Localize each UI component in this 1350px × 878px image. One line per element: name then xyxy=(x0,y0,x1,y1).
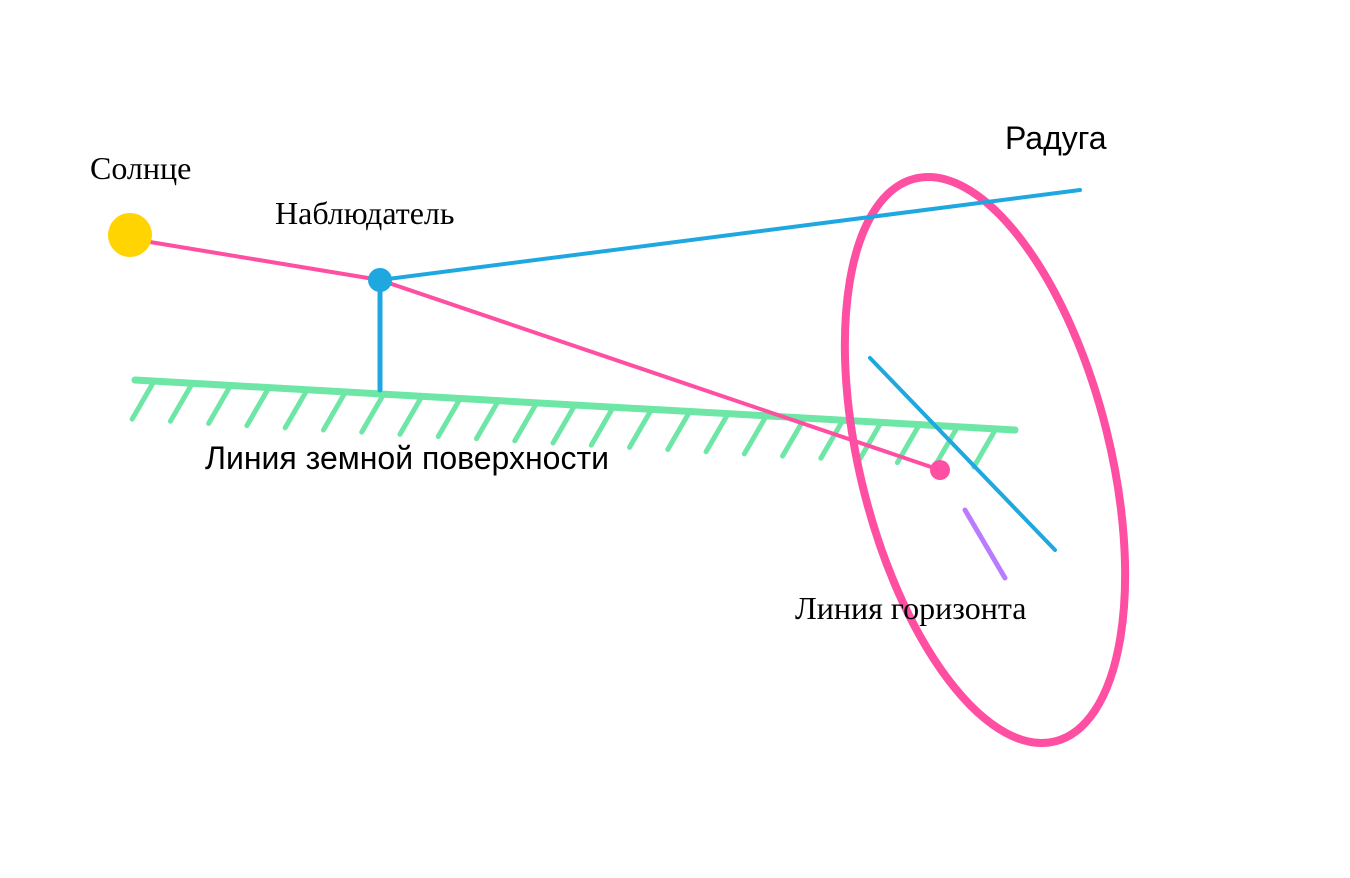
rainbow-ellipse xyxy=(794,148,1177,771)
horizon-tick-line xyxy=(965,510,1005,578)
ground-label: Линия земной поверхности xyxy=(205,440,609,477)
antisolar-dot xyxy=(930,460,950,480)
observer-to-rainbow-top-line xyxy=(380,190,1080,280)
horizon-label: Линия горизонта xyxy=(795,590,1026,627)
sun-label: Солнце xyxy=(90,150,191,187)
observer-dot xyxy=(368,268,392,292)
sun-to-observer-line xyxy=(150,242,380,280)
sun-icon xyxy=(108,213,152,257)
diagram-svg xyxy=(0,0,1350,878)
rainbow-label: Радуга xyxy=(1005,120,1107,157)
observer-label: Наблюдатель xyxy=(275,195,454,232)
diagram-canvas: Солнце Наблюдатель Линия земной поверхно… xyxy=(0,0,1350,878)
